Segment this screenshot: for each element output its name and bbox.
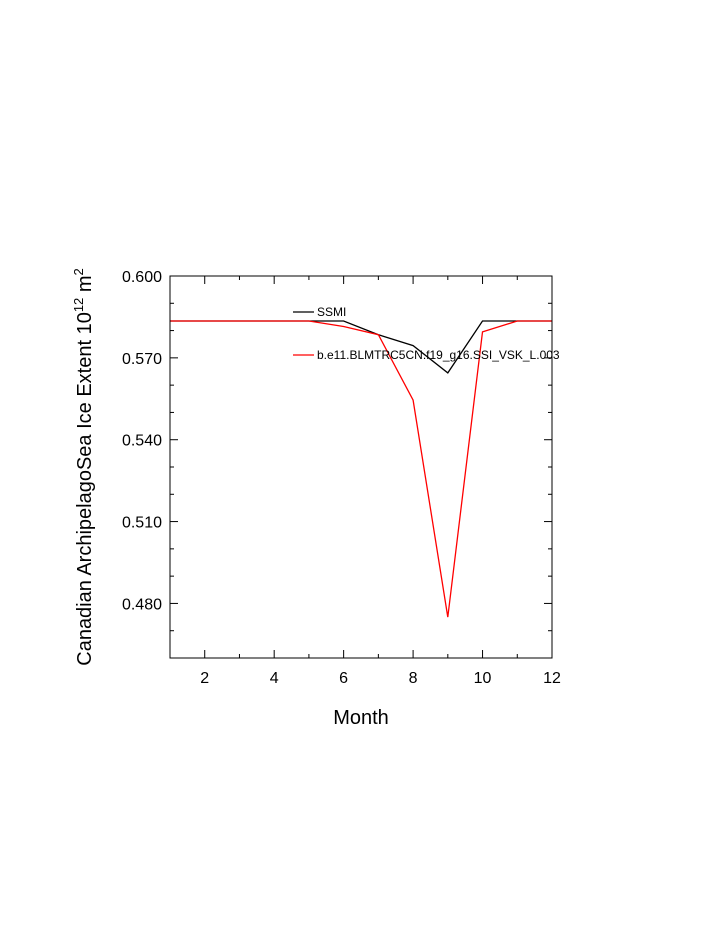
axis-ticks bbox=[169, 275, 553, 659]
x-tick-label: 2 bbox=[200, 670, 209, 687]
x-tick-label: 4 bbox=[270, 670, 279, 687]
x-tick-label: 6 bbox=[339, 670, 348, 687]
tick-labels: 2 4 6 8 10 12 0.480 0.510 0.540 0.570 0.600 bbox=[122, 269, 561, 687]
series-line-ssmi bbox=[170, 320, 552, 374]
legend-label: b.e11.BLMTRC5CN.f19_g16.SSI_VSK_L.003 bbox=[317, 348, 560, 362]
y-axis-title: Canadian ArchipelagoSea Ice Extent 1012 … bbox=[71, 268, 96, 666]
y-tick-label: 0.600 bbox=[122, 269, 162, 286]
series-lines bbox=[170, 320, 552, 618]
y-tick-label: 0.510 bbox=[122, 515, 162, 532]
y-axis-title-main: Canadian ArchipelagoSea Ice Extent 10 bbox=[74, 312, 96, 666]
x-axis-title: Month bbox=[333, 707, 389, 729]
y-tick-label: 0.570 bbox=[122, 351, 162, 368]
x-tick-label: 12 bbox=[543, 670, 561, 687]
x-tick-label: 10 bbox=[474, 670, 492, 687]
legend-label: SSMI bbox=[317, 305, 346, 319]
x-tick-label: 8 bbox=[409, 670, 418, 687]
plot-frame bbox=[169, 275, 553, 659]
y-tick-label: 0.540 bbox=[122, 433, 162, 450]
legend: SSMI b.e11.BLMTRC5CN.f19_g16.SSI_VSK_L.00… bbox=[293, 305, 560, 362]
y-axis-title-unit: m bbox=[74, 275, 96, 297]
y-axis-title-unit-exponent: 2 bbox=[71, 268, 86, 275]
y-axis-title-exponent: 12 bbox=[71, 298, 86, 312]
series-line-model bbox=[170, 320, 552, 618]
y-tick-label: 0.480 bbox=[122, 596, 162, 613]
